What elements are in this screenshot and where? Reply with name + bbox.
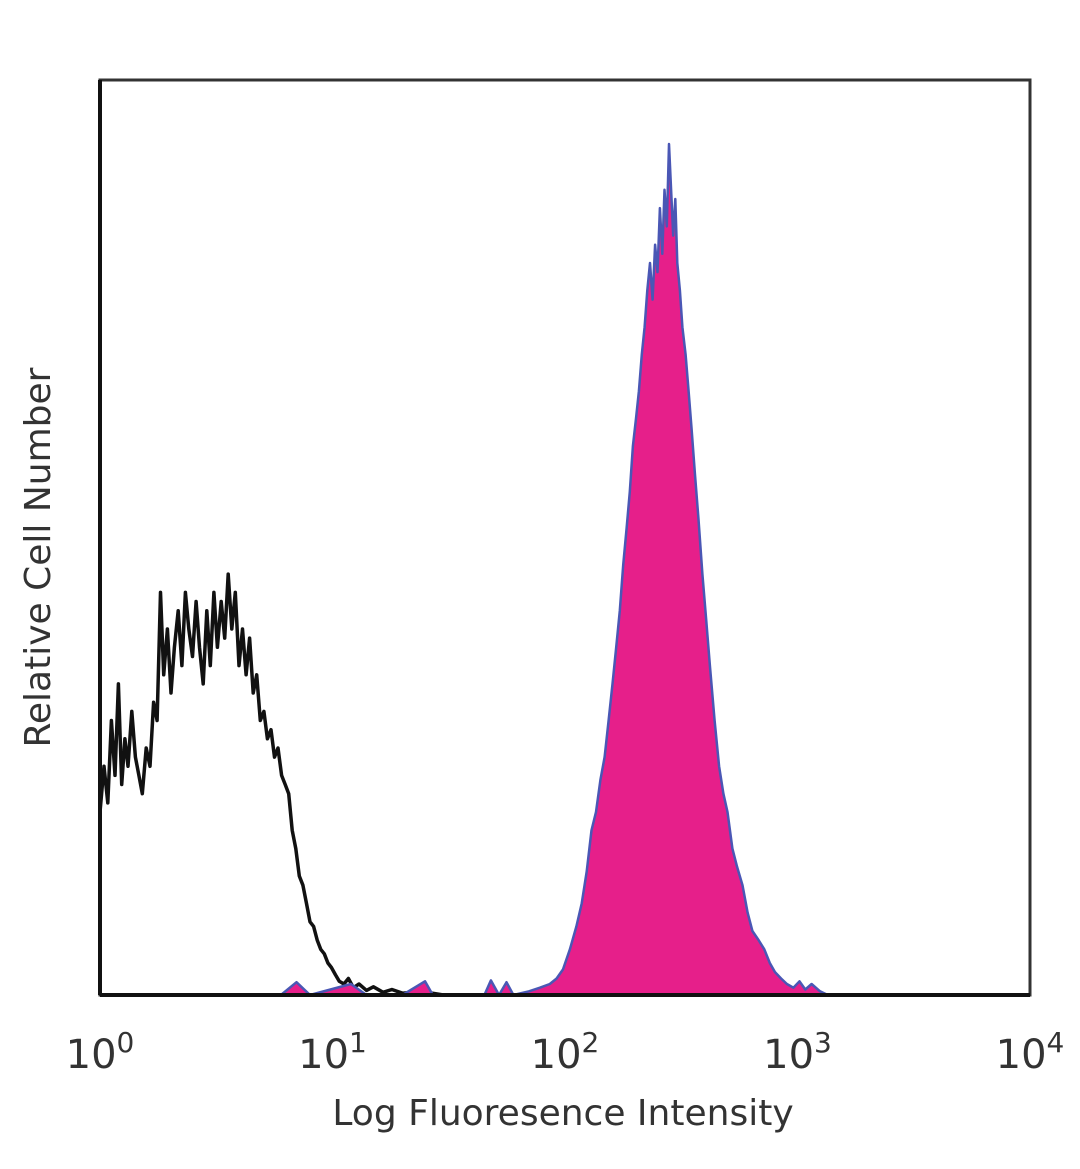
control-histogram-line: [98, 572, 1030, 997]
stained-histogram-fill: [280, 144, 1030, 995]
x-tick-labels: 100 101 102 103 104: [66, 1026, 1065, 1078]
x-tick-label: 101: [298, 1026, 367, 1078]
stained-histogram-outline: [280, 142, 1030, 997]
x-tick-label: 103: [763, 1026, 832, 1078]
x-tick-label: 100: [66, 1026, 135, 1078]
y-axis-title: Relative Cell Number: [18, 367, 59, 747]
x-tick-label: 102: [531, 1026, 600, 1078]
x-axis-title: Log Fluoresence Intensity: [332, 1093, 793, 1134]
series-layer: [98, 142, 1030, 997]
plot-frame: [98, 78, 1032, 997]
x-tick-label: 104: [996, 1026, 1065, 1078]
